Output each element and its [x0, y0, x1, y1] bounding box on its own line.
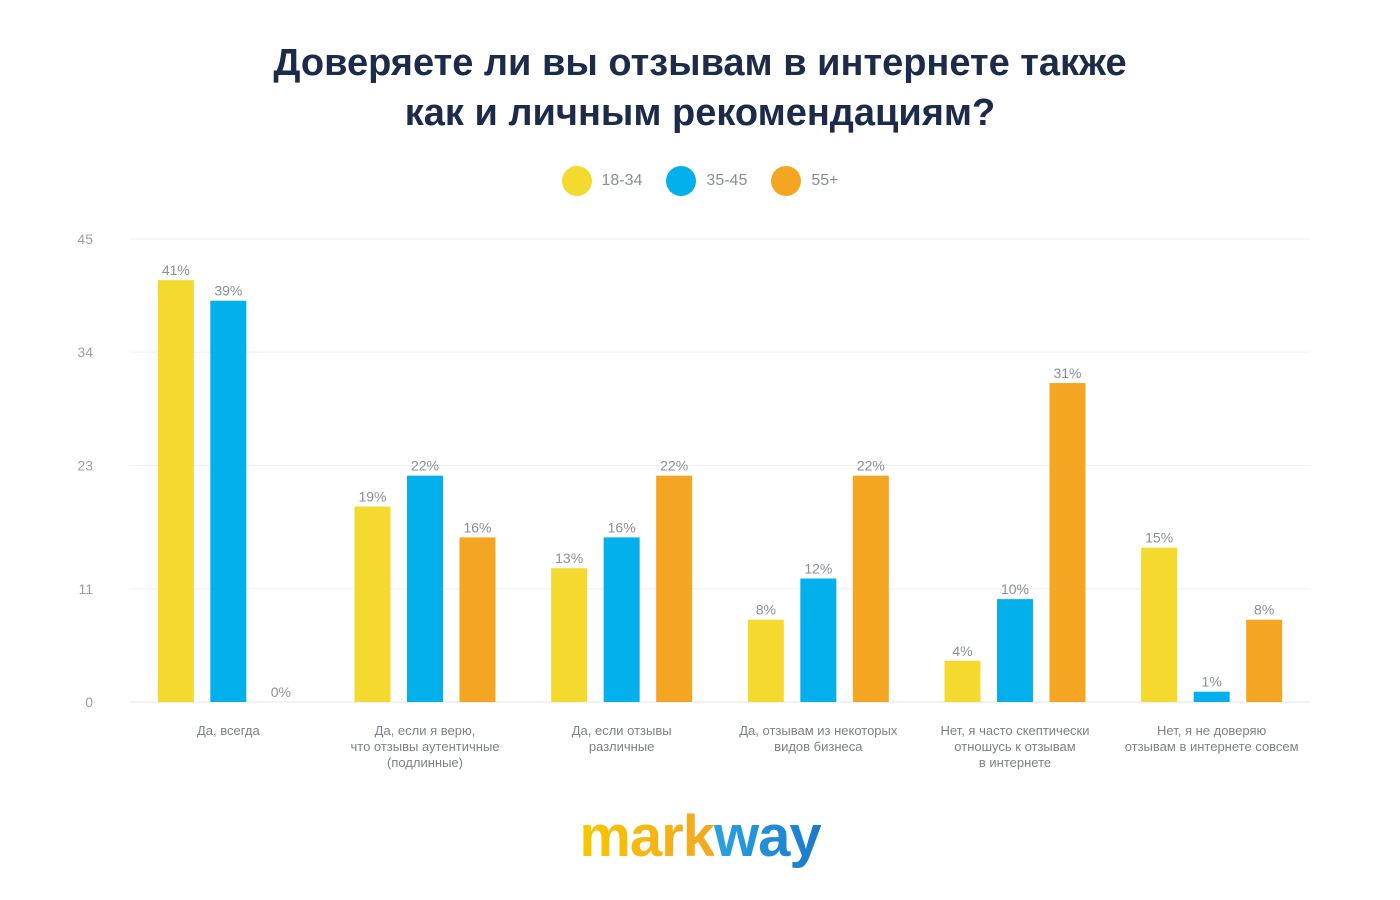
data-label: 15% [1145, 530, 1173, 546]
data-label: 16% [463, 519, 491, 535]
chart-title: Доверяете ли вы отзывам в интернете такж… [0, 38, 1400, 138]
bar-chart: 0 11 23 34 45 41% 39% 0% Да, всегда 19% 22% 16% Да, … [77, 231, 1310, 770]
data-label: 19% [358, 489, 386, 505]
x-tick-label: видов бизнеса [774, 739, 863, 754]
legend-swatch-18-34 [561, 166, 592, 196]
logo-part-way: way [714, 804, 822, 869]
x-tick-label: различные [589, 739, 655, 754]
bar [407, 475, 443, 702]
data-label: 22% [857, 458, 885, 474]
x-tick-label: Да, если я верю, [375, 723, 476, 738]
data-label: 0% [271, 684, 291, 700]
x-tick-label: что отзывы аутентичные [350, 739, 499, 754]
x-tick-label: в интернете [979, 755, 1051, 770]
x-tick-label: отзывам в интернете совсем [1125, 739, 1299, 754]
bar [1246, 619, 1283, 702]
legend-item-18-34: 18-34 [561, 166, 643, 196]
data-label: 10% [1001, 581, 1029, 597]
y-tick-label: 45 [77, 231, 93, 247]
bar [354, 506, 391, 702]
bar [852, 475, 889, 702]
data-label: 16% [608, 519, 636, 535]
chart-title-line-2: как и личным рекомендациям? [404, 92, 996, 134]
bar [551, 568, 588, 702]
bar [1141, 547, 1178, 702]
legend-swatch-35-45 [666, 166, 697, 196]
legend-label-18-34: 18-34 [601, 172, 643, 189]
data-label: 12% [804, 561, 832, 577]
data-label: 13% [555, 550, 583, 566]
y-tick-label: 0 [85, 694, 93, 710]
chart-title-line-1: Доверяете ли вы отзывам в интернете такж… [273, 42, 1127, 84]
data-label: 4% [952, 643, 972, 659]
x-tick-label: (подлинные) [387, 755, 463, 770]
bar [944, 660, 981, 702]
logo-part-mark: mark [579, 804, 715, 869]
x-tick-label: Да, всегда [197, 723, 260, 738]
bar [997, 599, 1033, 702]
bar [459, 537, 496, 702]
bar [1049, 383, 1086, 702]
data-label: 41% [162, 262, 190, 278]
data-label: 22% [411, 458, 439, 474]
data-label: 1% [1202, 674, 1222, 690]
bar [1193, 691, 1230, 702]
bar [800, 578, 837, 702]
data-label: 8% [1254, 602, 1274, 618]
legend-item-35-45: 35-45 [666, 166, 747, 196]
bar [603, 537, 640, 702]
legend-swatch-55-plus [771, 166, 802, 196]
bar [210, 300, 247, 702]
chart-legend: 18-34 35-45 55+ [0, 166, 1400, 196]
data-label: 39% [214, 283, 242, 299]
legend-label-55-plus: 55+ [811, 172, 839, 189]
x-tick-label: Нет, я не доверяю [1157, 723, 1267, 738]
y-tick-label: 23 [77, 457, 93, 473]
data-label: 8% [756, 602, 776, 618]
data-label: 31% [1053, 365, 1081, 381]
markway-logo: markway [0, 802, 1400, 872]
x-tick-label: отношусь к отзывам [954, 739, 1075, 754]
bar [157, 280, 194, 702]
x-tick-label: Да, если отзывы [572, 723, 672, 738]
bar [747, 619, 784, 702]
legend-item-55-plus: 55+ [771, 166, 838, 196]
y-tick-label: 11 [78, 581, 93, 597]
data-label: 22% [660, 458, 688, 474]
x-tick-label: Да, отзывам из некоторых [739, 723, 898, 738]
bar [656, 475, 693, 702]
y-tick-label: 34 [77, 344, 93, 360]
x-tick-label: Нет, я часто скептически [941, 723, 1090, 738]
legend-label-35-45: 35-45 [706, 172, 748, 189]
